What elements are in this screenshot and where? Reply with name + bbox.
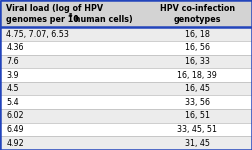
Text: HPV co-infection: HPV co-infection (160, 4, 235, 13)
Text: 4.75, 7.07, 6.53: 4.75, 7.07, 6.53 (6, 30, 69, 39)
Text: 33, 45, 51: 33, 45, 51 (177, 125, 217, 134)
Text: 4.5: 4.5 (6, 84, 19, 93)
Text: 16, 33: 16, 33 (185, 57, 210, 66)
Text: 33, 56: 33, 56 (185, 98, 210, 107)
Bar (0, 123, 252, 136)
Text: genomes per 10: genomes per 10 (6, 15, 79, 24)
Bar (0, 95, 252, 109)
Text: 6.49: 6.49 (6, 125, 24, 134)
Bar (0, 0, 252, 27)
Text: 16, 45: 16, 45 (185, 84, 210, 93)
Text: 6.02: 6.02 (6, 111, 24, 120)
Bar (0, 55, 252, 68)
Bar (0, 109, 252, 123)
Bar (0, 68, 252, 82)
Text: 4.92: 4.92 (6, 139, 24, 148)
Text: human cells): human cells) (72, 15, 133, 24)
Text: 4.36: 4.36 (6, 43, 24, 52)
Bar (0, 41, 252, 55)
Text: 3.9: 3.9 (6, 70, 19, 80)
Text: 31, 45: 31, 45 (185, 139, 210, 148)
Text: 16, 51: 16, 51 (185, 111, 210, 120)
Bar (0, 27, 252, 41)
Text: 5.4: 5.4 (6, 98, 19, 107)
Text: 16, 56: 16, 56 (185, 43, 210, 52)
Bar (0, 82, 252, 95)
Text: Viral load (log of HPV: Viral load (log of HPV (6, 4, 103, 13)
Text: 16, 18: 16, 18 (185, 30, 210, 39)
Text: 5: 5 (69, 13, 72, 18)
Text: 16, 18, 39: 16, 18, 39 (177, 70, 217, 80)
Text: 7.6: 7.6 (6, 57, 19, 66)
Bar (0, 136, 252, 150)
Text: genotypes: genotypes (173, 15, 221, 24)
